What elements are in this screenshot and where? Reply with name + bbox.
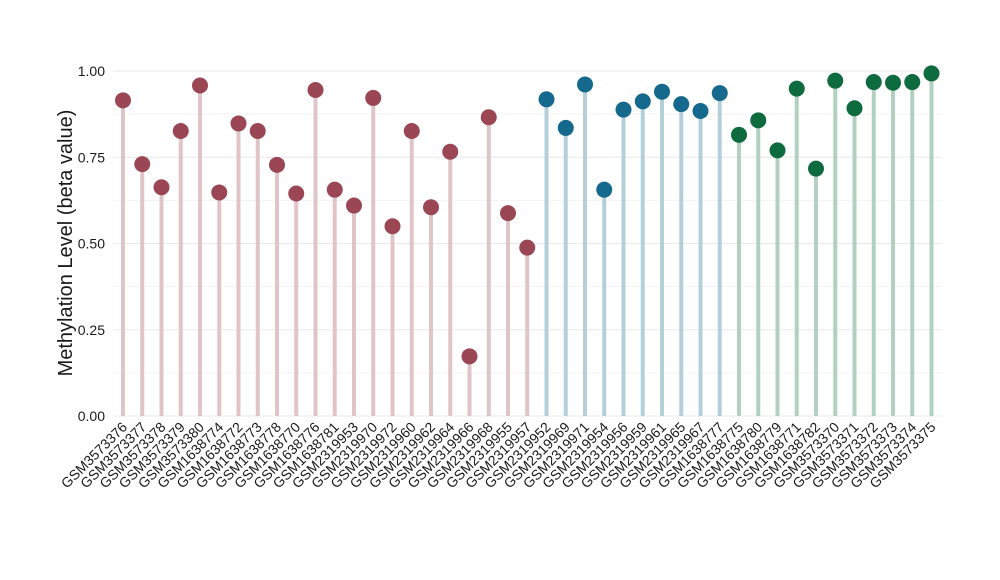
lollipop-dot <box>577 76 593 93</box>
lollipop-dot <box>153 179 170 196</box>
lollipop-dot <box>423 199 439 216</box>
y-tick-label: 0.50 <box>78 236 105 252</box>
y-tick-label: 0.00 <box>78 408 105 424</box>
lollipop-dot <box>134 156 151 173</box>
lollipop-dot <box>403 123 420 140</box>
lollipop-dot <box>480 109 497 126</box>
lollipop-dot <box>769 142 786 159</box>
lollipop-stems <box>121 73 934 416</box>
lollipop-dot <box>692 103 709 120</box>
lollipop-dot <box>115 92 131 109</box>
lollipop-dot <box>923 65 940 82</box>
lollipop-dot <box>711 85 728 102</box>
lollipop-dot <box>384 218 401 235</box>
lollipop-dot <box>808 160 824 177</box>
lollipop-dot <box>249 123 266 140</box>
lollipop-dot <box>326 181 343 198</box>
lollipop-dot <box>596 181 613 198</box>
lollipop-dot <box>904 74 921 91</box>
lollipop-dot <box>192 77 208 94</box>
y-tick-label: 0.25 <box>78 322 105 338</box>
lollipop-dot <box>442 143 459 160</box>
lollipop-dot <box>519 239 536 256</box>
lollipop-dot <box>865 74 882 91</box>
lollipop-dot <box>634 93 651 110</box>
y-tick-label: 0.75 <box>78 149 105 165</box>
y-axis-title: Methylation Level (beta value) <box>55 110 77 377</box>
lollipop-dot <box>346 197 362 214</box>
lollipop-dot <box>557 119 574 136</box>
lollipop-dot <box>307 81 324 98</box>
lollipop-dot <box>827 72 844 89</box>
lollipop-dot <box>288 185 305 202</box>
lollipop-dot <box>750 112 767 129</box>
lollipop-dot <box>673 96 690 113</box>
lollipop-dot <box>538 91 555 108</box>
lollipop-dot <box>615 101 632 118</box>
y-tick-label: 1.00 <box>78 63 105 79</box>
lollipop-dot <box>461 348 478 365</box>
lollipop-dot <box>788 80 805 97</box>
y-axis-ticks: 0.00 0.25 0.50 0.75 1.00 <box>78 63 105 424</box>
lollipop-dot <box>365 89 382 106</box>
lollipop-dot <box>731 126 747 143</box>
lollipop-dot <box>654 83 670 100</box>
lollipop-dot <box>500 205 516 222</box>
lollipop-dots <box>115 65 940 365</box>
x-axis-ticks: GSM3573376GSM3573377GSM3573378GSM3573379… <box>58 419 939 492</box>
lollipop-dot <box>846 100 863 117</box>
lollipop-dot <box>269 156 285 173</box>
lollipop-dot <box>211 184 228 201</box>
lollipop-dot <box>172 123 189 140</box>
lollipop-dot <box>885 74 901 91</box>
lollipop-dot <box>230 115 247 132</box>
